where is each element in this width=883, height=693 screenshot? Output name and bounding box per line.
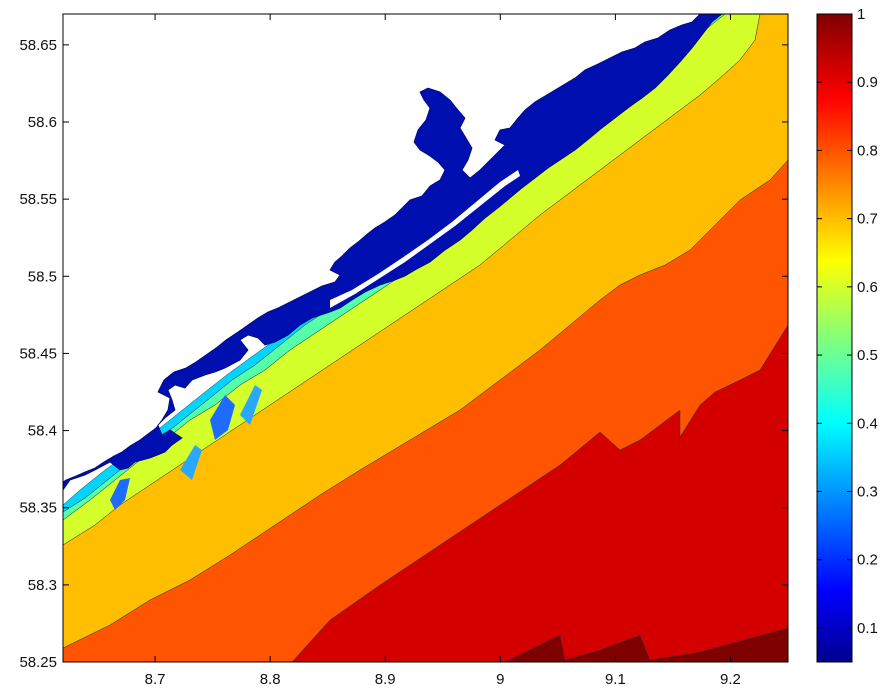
axes-frame [62, 13, 789, 663]
x-tick-label: 9 [496, 671, 504, 688]
colorbar-tick-label: 0.5 [857, 347, 878, 364]
y-tick-label: 58.25 [19, 654, 57, 671]
colorbar-ticks: 0.1 0.2 0.3 0.4 0.5 0.6 0.7 0.8 0.9 1 [817, 6, 878, 637]
x-tick-label: 9.2 [720, 671, 741, 688]
y-tick-label: 58.4 [28, 423, 57, 440]
plot-area [63, 14, 788, 662]
y-tick-label: 58.55 [19, 191, 57, 208]
y-tick-label: 58.5 [28, 268, 57, 285]
colorbar-tick-label: 0.9 [857, 74, 878, 91]
colorbar-tick-label: 0.2 [857, 552, 878, 569]
y-tick-label: 58.65 [19, 37, 57, 54]
x-tick-label: 8.7 [145, 671, 166, 688]
x-tick-label: 8.8 [260, 671, 281, 688]
x-tick-label: 8.9 [375, 671, 396, 688]
x-axis: 8.7 8.8 8.9 9 9.1 9.2 [145, 14, 741, 688]
coast-fringe-a [210, 395, 235, 440]
y-axis: 58.25 58.3 58.35 58.4 58.45 58.5 58.55 58.6 58.6… [19, 37, 788, 671]
colorbar-tick-label: 0.6 [857, 279, 878, 296]
contour-band-0-1 [63, 14, 723, 491]
coast-fringe-b [240, 385, 262, 425]
contour-band-1-0 [505, 628, 788, 662]
colorbar-tick-label: 0.1 [857, 620, 878, 637]
y-tick-label: 58.3 [28, 577, 57, 594]
coast-fringe-d [180, 445, 202, 480]
y-tick-label: 58.45 [19, 345, 57, 362]
y-tick-label: 58.6 [28, 114, 57, 131]
colorbar-tick-label: 1 [857, 6, 865, 23]
colorbar-tick-label: 0.3 [857, 483, 878, 500]
colorbar-tick-label: 0.8 [857, 142, 878, 159]
coast-fringe-c [110, 478, 130, 510]
y-tick-label: 58.35 [19, 500, 57, 517]
x-tick-label: 9.1 [605, 671, 626, 688]
colorbar-tick-label: 0.7 [857, 211, 878, 228]
colorbar-gradient [816, 13, 853, 663]
inner-channel [330, 170, 520, 308]
colorbar: 0.1 0.2 0.3 0.4 0.5 0.6 0.7 0.8 0.9 1 [816, 6, 878, 663]
colorbar-tick-label: 0.4 [857, 415, 878, 432]
